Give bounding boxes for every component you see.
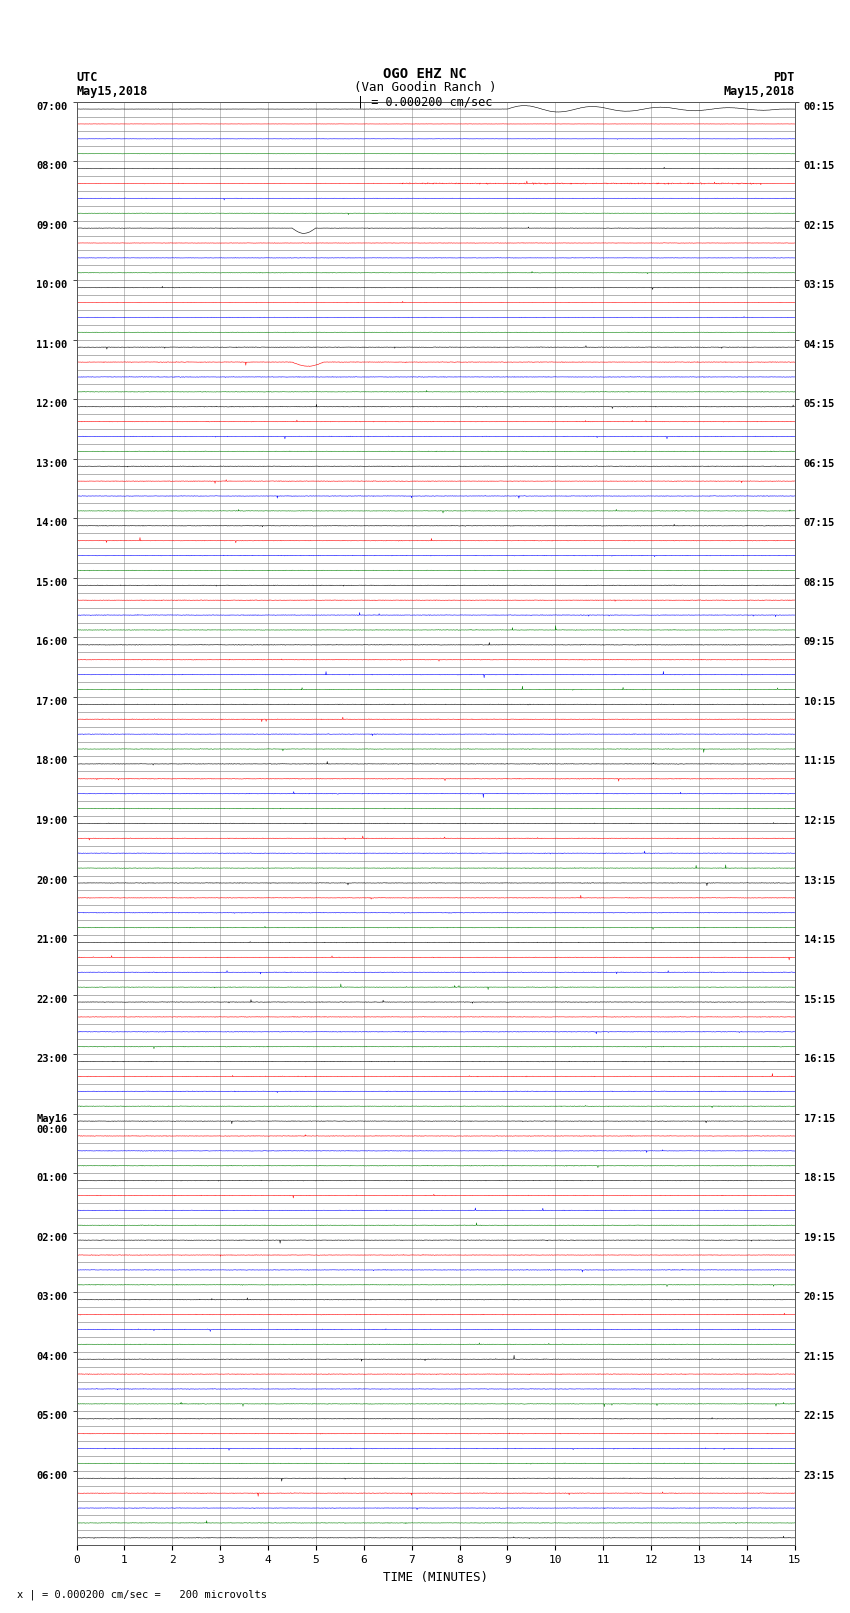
Text: May15,2018: May15,2018 <box>76 85 148 98</box>
Text: May15,2018: May15,2018 <box>723 85 795 98</box>
Text: UTC: UTC <box>76 71 98 84</box>
Text: OGO EHZ NC: OGO EHZ NC <box>383 66 467 81</box>
X-axis label: TIME (MINUTES): TIME (MINUTES) <box>383 1571 488 1584</box>
Text: PDT: PDT <box>774 71 795 84</box>
Text: x | = 0.000200 cm/sec =   200 microvolts: x | = 0.000200 cm/sec = 200 microvolts <box>17 1589 267 1600</box>
Text: (Van Goodin Ranch ): (Van Goodin Ranch ) <box>354 81 496 94</box>
Text: | = 0.000200 cm/sec: | = 0.000200 cm/sec <box>357 95 493 108</box>
